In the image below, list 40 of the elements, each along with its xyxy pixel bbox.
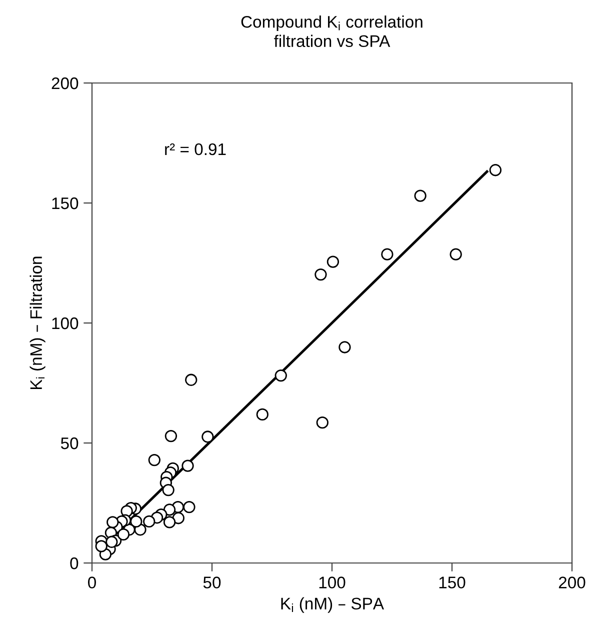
point	[202, 430, 214, 443]
y-tick-label: 0	[70, 557, 78, 570]
annotation: r² = 0.91	[165, 143, 226, 156]
point	[450, 248, 462, 260]
x-tick-label: 50	[203, 576, 221, 588]
point	[164, 430, 178, 442]
y-tick-label: 200	[52, 77, 78, 90]
point	[182, 460, 194, 472]
y-tick-label: 150	[52, 197, 78, 210]
point	[163, 504, 176, 516]
point	[274, 369, 287, 382]
x-tick-label: 200	[558, 576, 586, 588]
point	[163, 516, 176, 528]
chart-title: Compound K$_{i}$ correlation filtration vs SPA	[241, 16, 422, 48]
point	[316, 416, 328, 429]
x-tick-label: 0	[88, 576, 96, 588]
y-axis-title: K$_{i}$ (nM) – Filtration	[30, 256, 46, 390]
x-tick-label: 100	[319, 576, 346, 588]
point	[106, 516, 119, 528]
point	[183, 501, 196, 514]
y-tick-label: 50	[60, 437, 78, 450]
point	[95, 540, 108, 552]
y-tick-label: 100	[52, 317, 78, 330]
point	[143, 515, 156, 528]
point	[106, 536, 118, 548]
point	[314, 268, 327, 281]
point	[326, 256, 340, 268]
point	[172, 512, 184, 524]
point	[148, 454, 160, 466]
point	[130, 515, 142, 528]
point	[414, 190, 426, 202]
point	[489, 164, 502, 176]
point	[162, 484, 174, 496]
point	[185, 374, 198, 386]
point	[338, 341, 351, 354]
point	[256, 408, 268, 421]
point	[117, 528, 130, 541]
x-axis-title: K$_{i}$ (nM) – SPA	[281, 597, 384, 613]
point	[381, 248, 394, 260]
x-tick-label: 150	[439, 576, 466, 588]
